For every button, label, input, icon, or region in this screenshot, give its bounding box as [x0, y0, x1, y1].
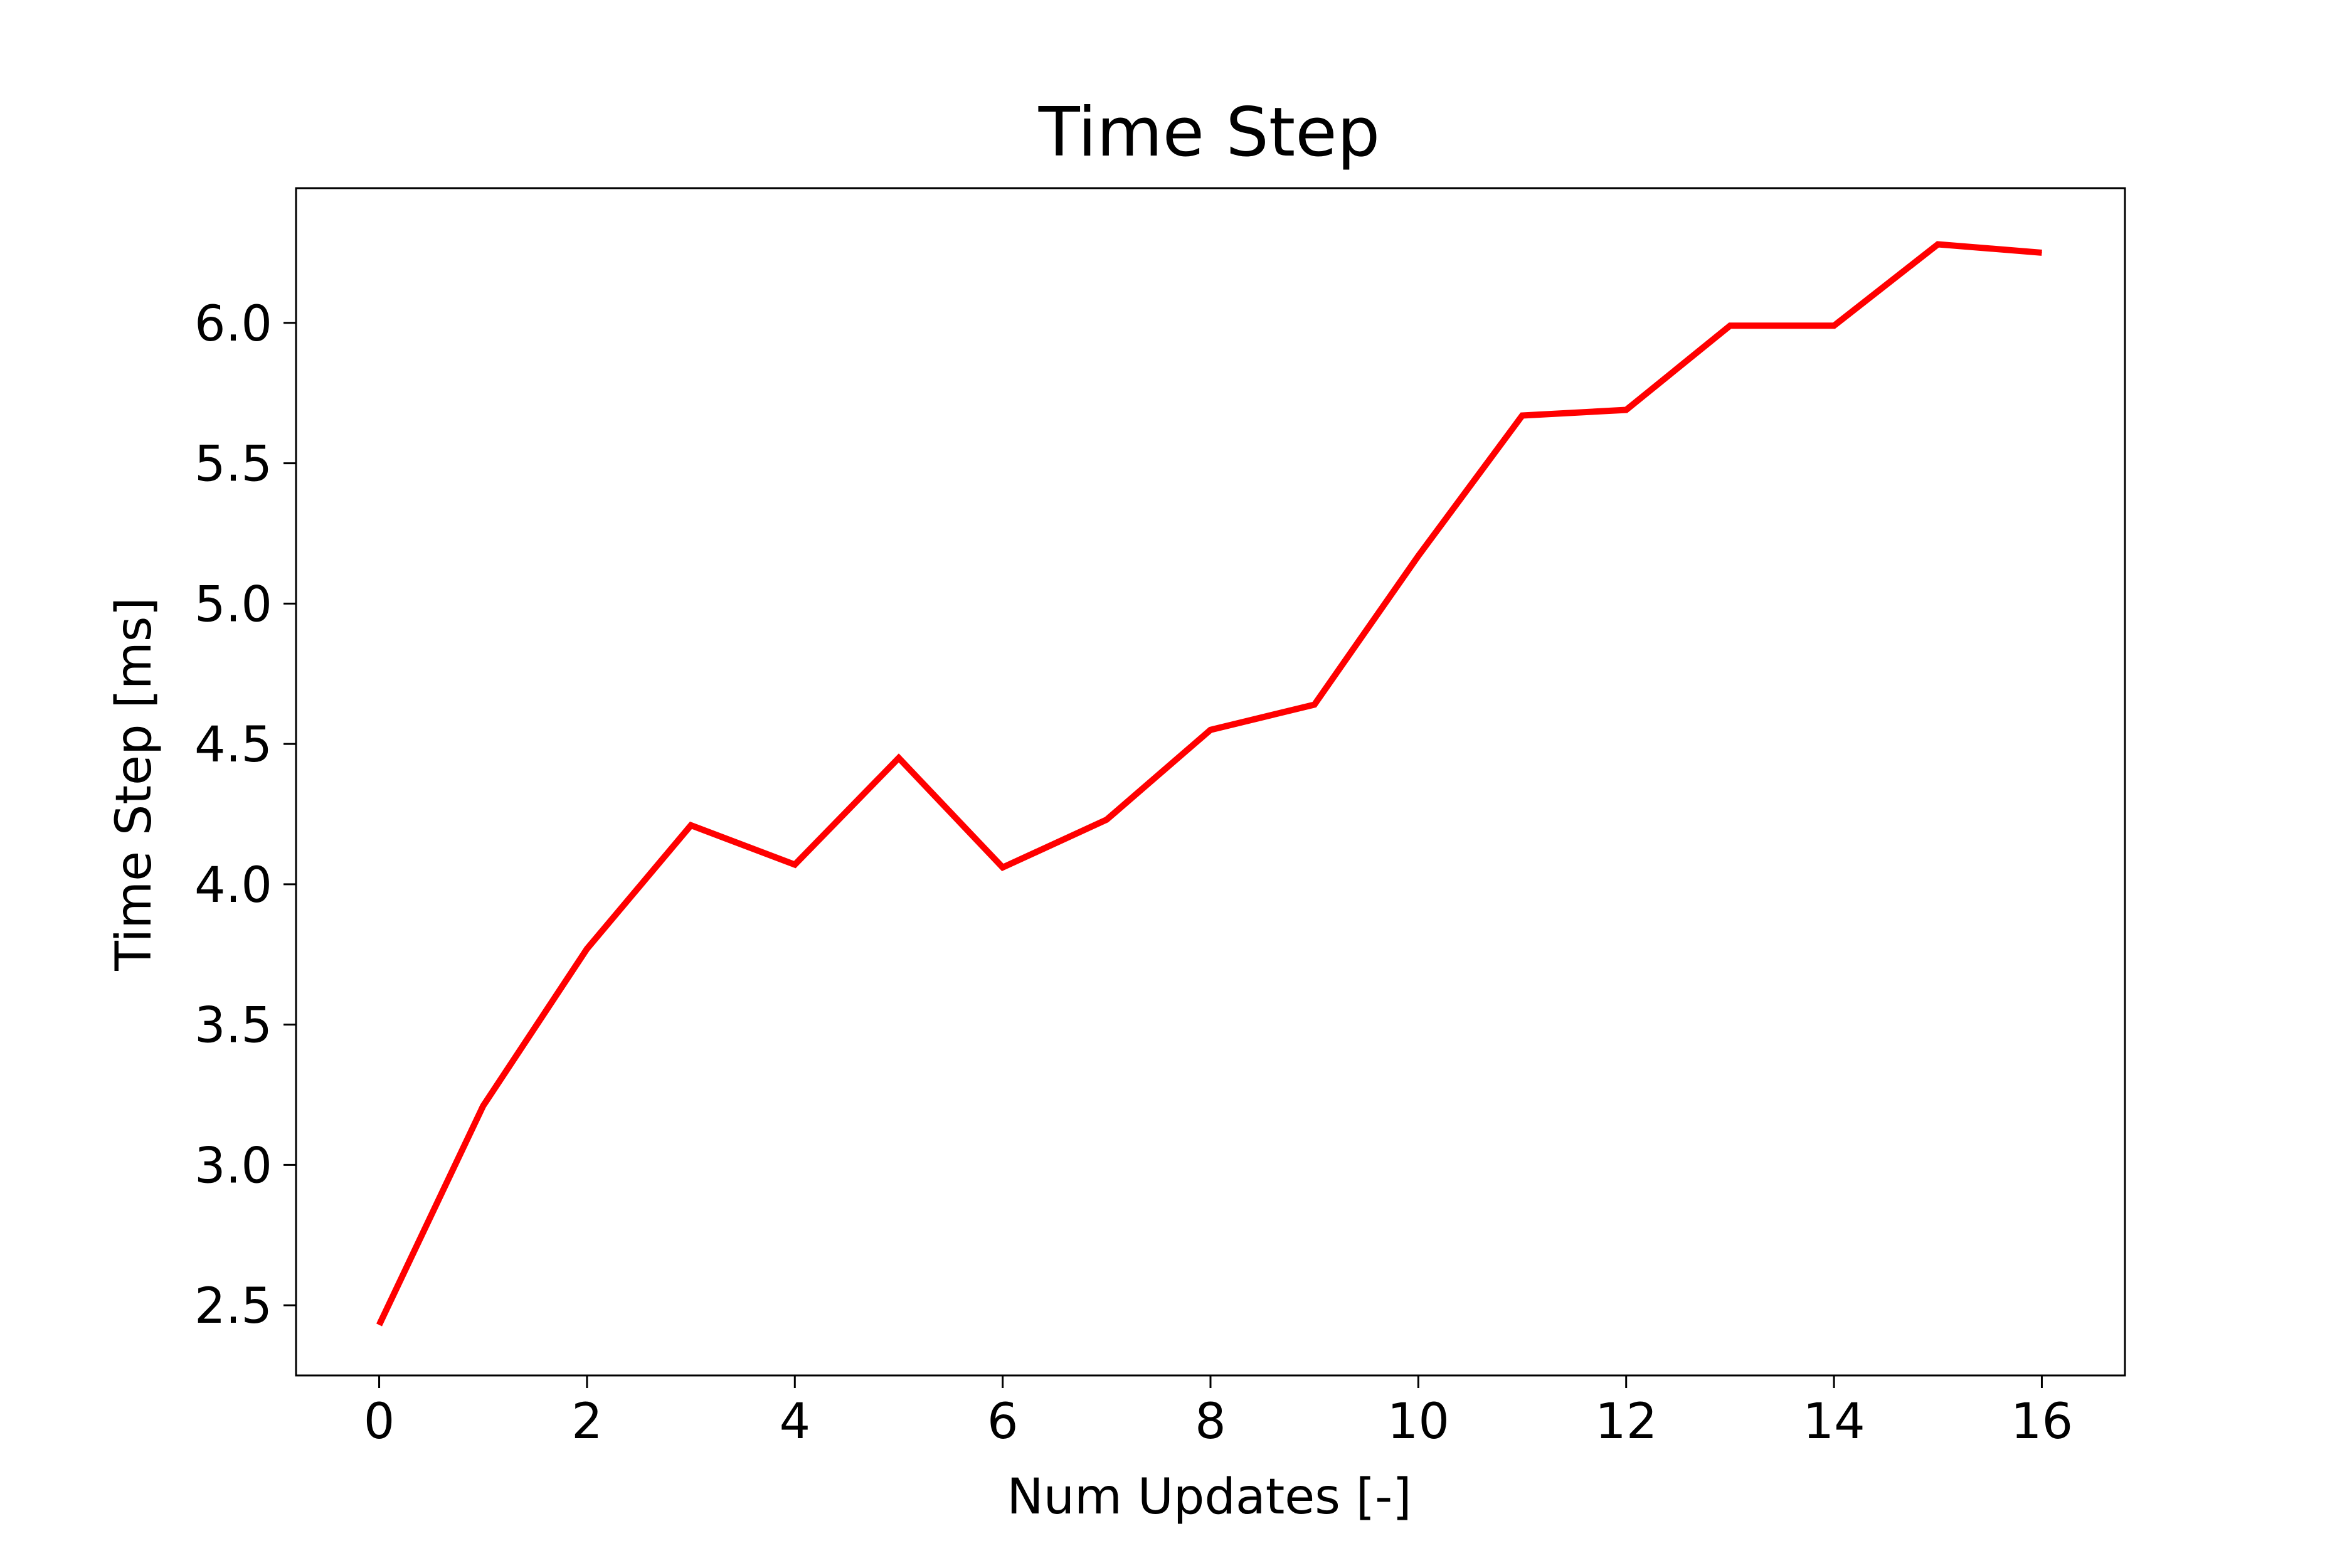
- y-tick-label-2: 3.5: [194, 998, 272, 1054]
- y-tick-label-1: 3.0: [194, 1138, 272, 1194]
- x-tick-label-0: 0: [364, 1394, 395, 1450]
- data-point-0-11: [1522, 415, 1523, 416]
- data-point-0-9: [1314, 704, 1315, 705]
- data-point-0-8: [1210, 729, 1211, 731]
- y-tick-label-3: 4.0: [194, 857, 272, 914]
- y-tick-label-0: 2.5: [194, 1278, 272, 1335]
- x-tick-label-2: 4: [779, 1394, 810, 1450]
- y-axis: 2.5 3.0 3.5 4.0 4.5 5.0 5.5 6.0: [194, 296, 296, 1335]
- x-tick-label-5: 10: [1387, 1394, 1449, 1450]
- x-tick-label-7: 14: [1803, 1394, 1865, 1450]
- y-tick-label-4: 4.5: [194, 717, 272, 773]
- y-axis-label: Time Step [ms]: [106, 597, 162, 972]
- x-tick-label-8: 16: [2011, 1394, 2073, 1450]
- x-axis-label: Num Updates [-]: [1007, 1469, 1411, 1525]
- y-tick-label-5: 5.0: [194, 576, 272, 633]
- y-tick-label-6: 5.5: [194, 437, 272, 493]
- x-tick-label-3: 6: [987, 1394, 1019, 1450]
- x-axis: 0 2 4 6 8 10 12 14 16: [364, 1375, 2073, 1450]
- x-tick-label-6: 12: [1595, 1394, 1657, 1450]
- x-tick-label-1: 2: [571, 1394, 603, 1450]
- y-tick-label-7: 6.0: [194, 296, 272, 352]
- data-point-0-7: [1106, 819, 1107, 820]
- data-point-0-15: [1937, 244, 1939, 245]
- x-tick-label-4: 8: [1195, 1394, 1226, 1450]
- data-point-0-2: [586, 948, 588, 950]
- chart-title: Time Step: [1038, 93, 1380, 172]
